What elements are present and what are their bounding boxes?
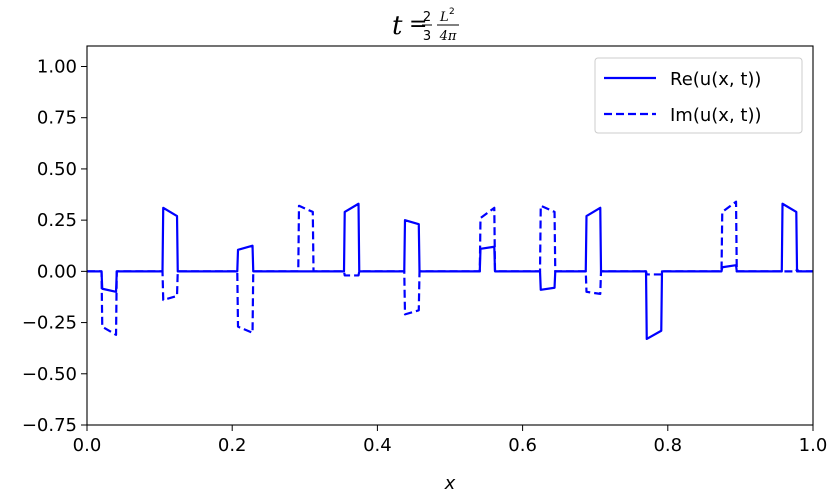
series-layer <box>87 200 813 341</box>
legend: Re(u(x, t)) Im(u(x, t)) <box>594 57 803 134</box>
y-tick-label: 0.25 <box>37 210 77 231</box>
y-tick-label: −0.25 <box>22 313 77 334</box>
x-axis-label: x <box>444 473 456 494</box>
title-frac2-num: L <box>439 10 449 25</box>
legend-label-re: Re(u(x, t)) <box>670 69 761 90</box>
y-tick-label: 0.50 <box>37 159 77 180</box>
title-frac2-den: 4π <box>439 29 457 44</box>
plot-frame <box>86 45 814 426</box>
y-axis-ticks: 1.00 0.75 0.50 0.25 0.00 −0.25 −0.50 −0.75 <box>22 56 87 436</box>
series-line-im <box>87 200 813 336</box>
x-tick-label: 0.6 <box>508 435 537 456</box>
x-axis-ticks: 0.0 0.2 0.4 0.6 0.8 1.0 <box>73 425 828 456</box>
x-tick-label: 0.8 <box>653 435 682 456</box>
title-equals: = <box>409 12 427 37</box>
legend-label-im: Im(u(x, t)) <box>670 105 762 126</box>
chart-title: t = 2 3 L 2 4π <box>392 7 459 44</box>
y-tick-label: −0.75 <box>22 415 77 436</box>
y-tick-label: −0.50 <box>22 364 77 385</box>
x-tick-label: 0.4 <box>363 435 392 456</box>
title-var: t <box>392 11 403 41</box>
y-tick-label: 0.00 <box>37 261 77 282</box>
title-frac2-sup: 2 <box>449 7 455 17</box>
x-tick-label: 0.2 <box>218 435 247 456</box>
x-tick-label: 1.0 <box>799 435 828 456</box>
title-frac1-den: 3 <box>423 29 431 44</box>
x-tick-label: 0.0 <box>73 435 102 456</box>
y-tick-label: 0.75 <box>37 108 77 129</box>
y-tick-label: 1.00 <box>37 56 77 77</box>
title-frac1-num: 2 <box>423 10 431 25</box>
